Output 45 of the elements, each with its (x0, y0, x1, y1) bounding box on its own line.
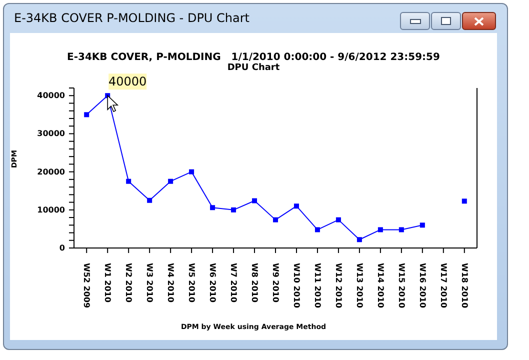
x-tick-label: W4 2010 (166, 263, 176, 303)
x-tick-label: W1 2010 (103, 263, 112, 303)
x-tick-label: W17 2010 (438, 263, 448, 308)
point (189, 169, 194, 174)
y-tick-label: 20000 (37, 167, 66, 176)
x-tick-label: W11 2010 (312, 263, 322, 308)
point (126, 178, 132, 184)
y-tick-label: 0 (59, 244, 66, 252)
point (462, 198, 467, 204)
x-tick-label: W8 2010 (250, 263, 260, 303)
point (147, 198, 152, 203)
point (314, 227, 320, 232)
point (336, 217, 341, 222)
y-tick-label: 10000 (37, 205, 66, 214)
x-tick-label: W14 2010 (376, 263, 385, 308)
point (168, 178, 174, 184)
point (378, 227, 383, 232)
y-tick-label: 30000 (37, 129, 66, 138)
x-tick-label: W9 2010 (271, 263, 280, 303)
x-tick-label: W7 2010 (229, 263, 238, 303)
x-tick-label: W16 2010 (418, 263, 427, 308)
x-tick-label: W3 2010 (145, 263, 154, 303)
chart-subtitle: DPU Chart (226, 63, 281, 73)
chart-title: E-34KB COVER, P-MOLDING 1/1/2010 0:00:00 - 9/6/2012 23:59:59 (66, 52, 441, 63)
x-tick-label: W10 2010 (292, 263, 301, 308)
point (356, 237, 362, 242)
x-tick-label: W18 2010 (460, 263, 469, 308)
point (273, 217, 278, 222)
point (231, 207, 236, 212)
x-tick-label: W6 2010 (208, 263, 218, 303)
point (210, 205, 216, 210)
point (252, 198, 258, 204)
text: E-34KB COVER P-MOLDING - DPU Chart (14, 11, 250, 25)
x-tick-label: W13 2010 (354, 263, 364, 308)
x-tick-label: W12 2010 (334, 263, 343, 308)
y-tick-label: 40000 (37, 91, 66, 100)
point (398, 227, 404, 232)
x-tick-label: W15 2010 (396, 263, 406, 308)
x-tick-label: W5 2010 (187, 263, 196, 303)
annotation: 40000 (108, 74, 147, 89)
x-tick-label: W52 2009 (82, 263, 92, 308)
point (84, 112, 90, 118)
point (294, 204, 299, 209)
x-tick-label: W2 2010 (124, 263, 134, 303)
point (420, 222, 425, 228)
